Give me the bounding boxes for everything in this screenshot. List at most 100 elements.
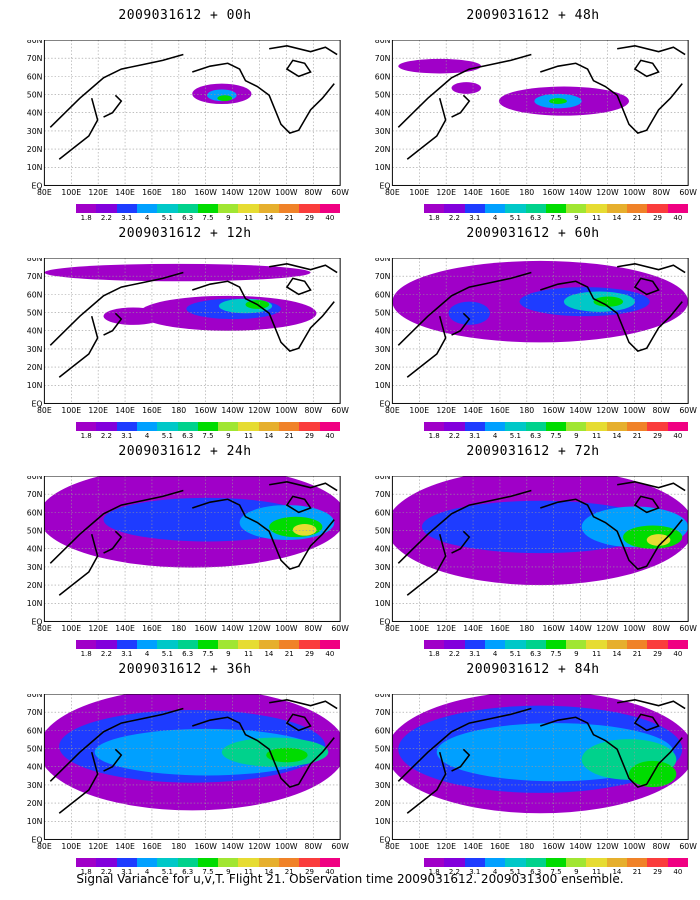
colorbar-label: 2.2: [448, 868, 461, 876]
colorbar-swatch: [505, 204, 527, 213]
coastline: [540, 498, 683, 570]
colorbar-label: 7.5: [202, 868, 214, 876]
colorbar-label: 9: [226, 432, 231, 440]
colorbar-swatch: [258, 422, 280, 431]
coastline: [269, 699, 338, 710]
forecast-panel: 2009031612 + 72h 80N 70N 60N 50N 40N 30N 20N 10N…: [368, 444, 698, 659]
longitude-label: 160W: [542, 406, 565, 415]
colorbar-label: 6.3: [530, 432, 542, 440]
colorbar-label: 1.8: [80, 432, 92, 440]
variance-contour: [549, 98, 567, 104]
colorbar-swatch: [464, 858, 486, 867]
latitude-label: 40N: [375, 545, 391, 554]
longitude-label: 80W: [304, 406, 322, 415]
longitude-label: 120E: [436, 842, 456, 851]
longitude-label: 180: [519, 188, 534, 197]
coastline: [617, 699, 686, 710]
coastline: [285, 277, 312, 296]
colorbar-swatch: [667, 204, 689, 213]
colorbar-label: 40: [673, 868, 683, 876]
colorbar: 1.8 2.2 3.1 4 5.1 6.3 7.5 9 11 14 21 29 40: [424, 204, 689, 224]
longitude-label: 60W: [679, 624, 697, 633]
colorbar-label: 21: [284, 650, 294, 658]
forecast-panel: 2009031612 + 60h 80N 70N 60N 50N 40N 30N 20N 10N…: [368, 226, 698, 441]
variance-contour: [593, 296, 624, 307]
latitude-label: 40N: [375, 763, 391, 772]
coastline: [406, 315, 447, 378]
colorbar-swatch: [545, 640, 567, 649]
latitude-label: 40N: [27, 763, 43, 772]
colorbar-swatch: [116, 640, 138, 649]
coastline: [192, 62, 335, 134]
longitude-label: 160E: [490, 188, 510, 197]
coastline: [58, 533, 99, 596]
colorbar-swatch: [238, 640, 260, 649]
colorbar-label: 4: [144, 868, 150, 876]
colorbar-swatch: [667, 640, 689, 649]
colorbar-label: 7.5: [550, 214, 562, 222]
longitude-label: 140E: [463, 842, 483, 851]
coastline: [397, 707, 532, 782]
colorbar-swatch: [238, 858, 260, 867]
longitude-label: 140W: [221, 188, 244, 197]
longitude-label: 140E: [115, 842, 135, 851]
coastline: [58, 97, 99, 160]
colorbar-label: 21: [632, 650, 642, 658]
colorbar-swatch: [319, 640, 341, 649]
colorbar-swatch: [218, 204, 239, 213]
colorbar-swatch: [484, 640, 506, 649]
longitude-label: 60W: [331, 624, 349, 633]
colorbar-swatch: [258, 640, 280, 649]
variance-contour: [646, 534, 671, 546]
longitude-label: 160W: [194, 406, 217, 415]
latitude-label: 80N: [27, 694, 43, 699]
latitude-label: EQ: [31, 399, 42, 408]
colorbar-swatch: [299, 204, 321, 213]
coastline: [540, 62, 683, 134]
longitude-label: 100W: [623, 842, 646, 851]
colorbar-swatch: [545, 422, 567, 431]
colorbar-swatch: [525, 640, 547, 649]
colorbar-label: 14: [612, 650, 622, 658]
colorbar-label: 11: [244, 650, 254, 658]
colorbar-label: 14: [264, 650, 274, 658]
longitude-label: 160E: [490, 624, 510, 633]
panel-title: 2009031612 + 12h: [118, 226, 252, 241]
colorbar-swatch: [647, 858, 669, 867]
latitude-label: 70N: [375, 490, 391, 499]
longitude-label: 80E: [385, 624, 400, 633]
latitude-label: 30N: [375, 345, 391, 354]
longitude-label: 100W: [275, 406, 298, 415]
latitude-label: EQ: [379, 181, 390, 190]
colorbar-label: 9: [574, 650, 579, 658]
latitude-label: 30N: [375, 127, 391, 136]
variance-contour: [451, 82, 482, 94]
latitude-label: EQ: [379, 399, 390, 408]
longitude-label: 100E: [409, 842, 429, 851]
latitude-label: 20N: [375, 799, 391, 808]
colorbar-label: 40: [673, 432, 683, 440]
colorbar-label: 4: [492, 432, 498, 440]
colorbar-swatch: [627, 422, 648, 431]
coastline: [49, 271, 184, 346]
colorbar-swatch: [157, 204, 179, 213]
latitude-label: 70N: [375, 54, 391, 63]
coastline: [406, 97, 447, 160]
coastline: [103, 530, 123, 554]
longitude-label: 80E: [385, 842, 400, 851]
forecast-panel: 2009031612 + 24h 80N 70N 60N 50N 40N 30N 20N 10N…: [20, 444, 350, 659]
longitude-label: 60W: [331, 406, 349, 415]
colorbar-label: 2.2: [100, 432, 113, 440]
latitude-label: 70N: [27, 272, 43, 281]
longitude-label: 140E: [115, 188, 135, 197]
colorbar-swatch: [424, 858, 445, 867]
colorbar-swatch: [177, 640, 199, 649]
longitude-label: 180: [519, 406, 534, 415]
latitude-label: 10N: [375, 163, 391, 172]
colorbar-label: 14: [612, 214, 622, 222]
colorbar-swatch: [157, 858, 179, 867]
forecast-panel: 2009031612 + 36h 80N 70N 60N 50N 40N 30N 20N 10N…: [20, 662, 350, 877]
